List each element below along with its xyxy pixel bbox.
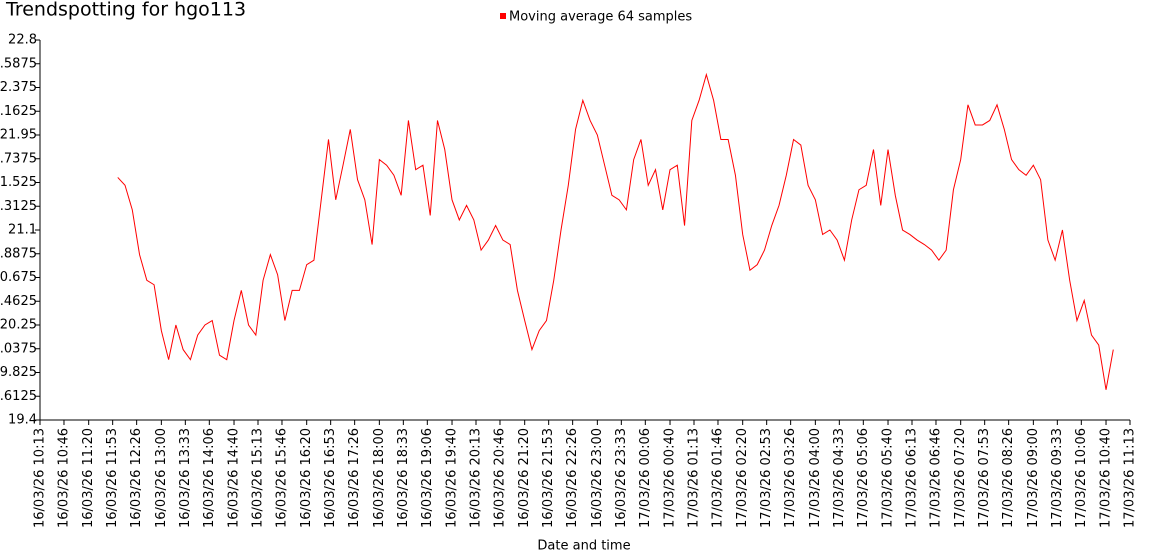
x-tick-label: 17/03/26 10:40 <box>1099 428 1114 528</box>
x-tick-label: 16/03/26 18:00 <box>372 428 387 528</box>
x-tick-label: 16/03/26 18:33 <box>396 428 411 528</box>
x-tick-label: 16/03/26 23:33 <box>614 428 629 528</box>
x-tick-label: 16/03/26 20:13 <box>469 428 484 528</box>
legend-label: Moving average 64 samples <box>509 10 692 25</box>
y-tick-label: 22.375 <box>0 80 37 95</box>
x-tick-label: 17/03/26 11:13 <box>1123 428 1138 528</box>
x-tick-label: 16/03/26 17:26 <box>347 428 362 528</box>
x-tick-label: 16/03/26 13:00 <box>154 428 169 528</box>
x-tick-label: 16/03/26 10:46 <box>56 428 71 528</box>
x-tick-label: 17/03/26 02:20 <box>735 428 750 528</box>
x-tick-label: 16/03/26 11:53 <box>105 428 120 528</box>
x-tick-label: 17/03/26 00:06 <box>638 428 653 528</box>
x-tick-label: 17/03/26 08:26 <box>1001 428 1016 528</box>
x-tick-label: 16/03/26 14:06 <box>202 428 217 528</box>
x-tick-label: 16/03/26 16:20 <box>299 428 314 528</box>
y-tick-label: 21.525 <box>0 175 37 190</box>
y-tick-label: 20.25 <box>0 318 37 333</box>
y-tick-label: 20.675 <box>0 270 37 285</box>
x-tick-label: 17/03/26 06:46 <box>928 428 943 528</box>
y-tick-label: 22.8 <box>8 33 37 48</box>
x-tick-label: 17/03/26 07:53 <box>977 428 992 528</box>
x-tick-label: 17/03/26 04:33 <box>832 428 847 528</box>
x-tick-label: 16/03/26 12:26 <box>129 428 144 528</box>
x-tick-label: 17/03/26 09:00 <box>1026 428 1041 528</box>
y-tick-label: 22.5875 <box>0 56 37 71</box>
data-line <box>117 72 1114 390</box>
y-tick-label: 20.4625 <box>0 294 37 309</box>
x-tick-label: 16/03/26 13:33 <box>178 428 193 528</box>
y-tick-label: 19.4 <box>8 413 37 428</box>
y-tick-label: 19.825 <box>0 365 37 380</box>
x-tick-label: 16/03/26 15:46 <box>274 428 289 528</box>
x-tick-label: 16/03/26 10:13 <box>33 428 48 528</box>
y-tick-label: 21.7375 <box>0 151 37 166</box>
y-tick-label: 21.1 <box>8 223 37 238</box>
x-tick-label: 17/03/26 04:00 <box>808 428 823 528</box>
y-tick-label: 21.3125 <box>0 199 37 214</box>
x-tick-label: 16/03/26 16:53 <box>323 428 338 528</box>
legend-swatch <box>500 13 506 19</box>
x-tick-label: 16/03/26 19:40 <box>445 428 460 528</box>
x-tick-label: 16/03/26 23:00 <box>590 428 605 528</box>
y-tick-label: 21.95 <box>0 128 37 143</box>
x-tick-label: 16/03/26 22:26 <box>565 428 580 528</box>
y-tick-label: 22.1625 <box>0 104 37 119</box>
x-tick-label: 17/03/26 02:53 <box>759 428 774 528</box>
x-tick-label: 17/03/26 00:40 <box>663 428 678 528</box>
x-tick-label: 17/03/26 09:33 <box>1050 428 1065 528</box>
x-tick-label: 16/03/26 19:06 <box>420 428 435 528</box>
x-tick-label: 17/03/26 01:13 <box>687 428 702 528</box>
y-tick-label: 19.6125 <box>0 389 37 404</box>
x-tick-label: 16/03/26 21:20 <box>517 428 532 528</box>
x-axis-label: Date and time <box>537 539 630 554</box>
x-tick-label: 16/03/26 11:20 <box>81 428 96 528</box>
x-tick-label: 16/03/26 14:40 <box>227 428 242 528</box>
y-tick-label: 20.8875 <box>0 246 37 261</box>
x-tick-label: 17/03/26 05:40 <box>881 428 896 528</box>
x-tick-label: 17/03/26 05:06 <box>856 428 871 528</box>
x-tick-label: 17/03/26 06:13 <box>905 428 920 528</box>
x-tick-label: 17/03/26 07:20 <box>953 428 968 528</box>
x-tick-label: 17/03/26 03:26 <box>783 428 798 528</box>
x-tick-label: 16/03/26 21:53 <box>541 428 556 528</box>
x-tick-label: 17/03/26 10:06 <box>1074 428 1089 528</box>
x-tick-label: 16/03/26 15:13 <box>251 428 266 528</box>
y-tick-label: 20.0375 <box>0 341 37 356</box>
x-tick-label: 17/03/26 01:46 <box>710 428 725 528</box>
chart-title: Trendspotting for hgo113 <box>5 0 246 21</box>
x-tick-label: 16/03/26 20:46 <box>492 428 507 528</box>
